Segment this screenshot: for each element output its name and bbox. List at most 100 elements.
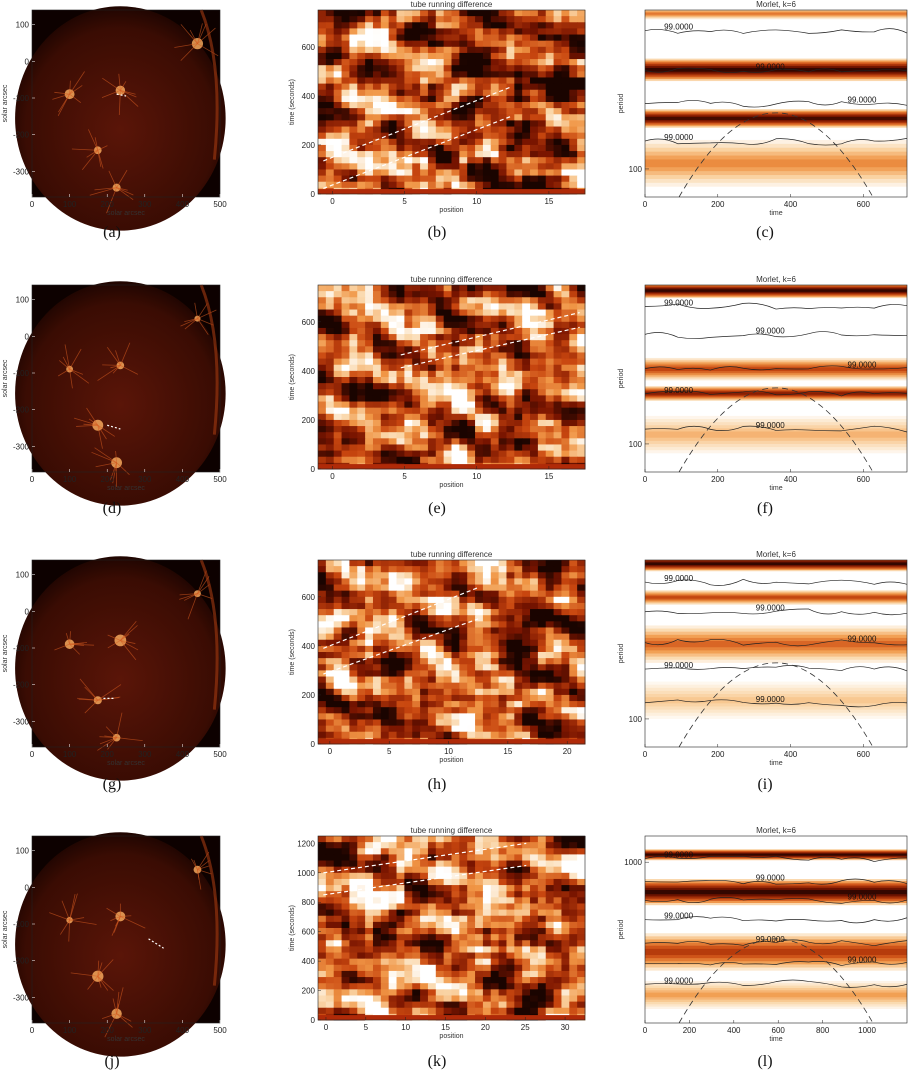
- intensity-cell: [365, 652, 374, 659]
- intensity-cell: [396, 891, 405, 898]
- intensity-cell: [435, 621, 445, 628]
- intensity-cell: [451, 138, 460, 146]
- intensity-cell: [514, 921, 523, 929]
- intensity-cell: [553, 450, 562, 458]
- x-tick-label: 200: [711, 750, 725, 759]
- intensity-cell: [443, 352, 452, 360]
- intensity-cell: [545, 138, 555, 146]
- intensity-cell: [435, 836, 445, 843]
- coronal-loop: [179, 593, 198, 600]
- intensity-cell: [380, 596, 390, 604]
- intensity-cell: [443, 28, 452, 36]
- intensity-cell: [333, 578, 343, 586]
- intensity-cell: [435, 676, 445, 684]
- intensity-cell: [341, 566, 350, 573]
- intensity-cell: [372, 676, 382, 684]
- intensity-cell: [451, 602, 460, 610]
- intensity-cell: [404, 28, 413, 36]
- intensity-cell: [475, 566, 484, 573]
- intensity-cell: [325, 921, 335, 929]
- intensity-cell: [357, 878, 366, 886]
- intensity-cell: [412, 383, 421, 390]
- intensity-cell: [459, 713, 468, 720]
- intensity-cell: [537, 946, 547, 954]
- intensity-cell: [514, 40, 523, 48]
- intensity-cell: [482, 977, 492, 984]
- intensity-cell: [365, 701, 374, 708]
- intensity-cell: [490, 676, 500, 684]
- intensity-cell: [404, 175, 413, 183]
- intensity-cell: [404, 383, 413, 390]
- intensity-cell: [522, 915, 531, 923]
- intensity-cell: [333, 346, 343, 353]
- intensity-cell: [553, 836, 562, 843]
- intensity-cell: [482, 169, 492, 177]
- intensity-cell: [357, 670, 366, 678]
- x-tick-label: 0: [330, 197, 335, 206]
- intensity-cell: [325, 169, 335, 177]
- intensity-cell: [349, 22, 358, 29]
- intensity-cell: [341, 584, 350, 592]
- intensity-cell: [553, 946, 562, 954]
- intensity-cell: [341, 928, 350, 935]
- intensity-cell: [475, 584, 484, 592]
- intensity-cell: [325, 65, 335, 72]
- intensity-cell: [333, 688, 343, 696]
- intensity-cell: [333, 1007, 343, 1015]
- intensity-cell: [482, 983, 492, 990]
- intensity-cell: [459, 909, 468, 917]
- intensity-cell: [404, 688, 413, 696]
- intensity-cell: [318, 120, 327, 128]
- y-tick-label: -200: [13, 406, 30, 415]
- intensity-cell: [482, 291, 492, 298]
- intensity-cell: [357, 144, 366, 152]
- intensity-cell: [388, 16, 398, 23]
- intensity-cell: [475, 848, 484, 855]
- intensity-cell: [396, 609, 405, 616]
- intensity-cell: [459, 921, 468, 929]
- intensity-cell: [443, 315, 452, 323]
- intensity-cell: [545, 682, 555, 690]
- x-tick-label: 0: [328, 747, 333, 756]
- intensity-cell: [553, 645, 562, 653]
- intensity-cell: [506, 897, 515, 904]
- intensity-cell: [522, 108, 531, 115]
- intensity-cell: [506, 989, 515, 996]
- x-axis-label: solar arcsec: [107, 760, 145, 767]
- intensity-cell: [577, 181, 586, 189]
- intensity-cell: [498, 921, 507, 929]
- intensity-cell: [577, 432, 586, 439]
- intensity-cell: [443, 670, 452, 678]
- intensity-cell: [404, 633, 413, 641]
- intensity-cell: [482, 676, 492, 684]
- intensity-cell: [427, 413, 437, 421]
- intensity-cell: [372, 297, 382, 304]
- intensity-cell: [459, 426, 468, 433]
- intensity-cell: [396, 377, 405, 384]
- intensity-cell: [318, 395, 327, 403]
- intensity-cell: [365, 842, 374, 849]
- intensity-cell: [577, 40, 586, 48]
- intensity-cell: [420, 444, 429, 452]
- intensity-cell: [514, 327, 523, 335]
- intensity-cell: [514, 34, 523, 42]
- intensity-cell: [357, 40, 366, 48]
- intensity-cell: [396, 126, 405, 134]
- intensity-cell: [396, 645, 405, 653]
- intensity-cell: [475, 682, 484, 690]
- intensity-cell: [459, 377, 468, 384]
- intensity-cell: [427, 340, 437, 347]
- intensity-cell: [459, 848, 468, 855]
- intensity-cell: [545, 52, 555, 60]
- intensity-cell: [349, 114, 358, 121]
- intensity-cell: [333, 952, 343, 960]
- intensity-cell: [577, 652, 586, 659]
- intensity-cell: [318, 315, 327, 323]
- intensity-cell: [357, 615, 366, 622]
- x-tick-label: 400: [176, 750, 190, 759]
- intensity-cell: [553, 138, 562, 146]
- intensity-cell: [522, 602, 531, 610]
- intensity-cell: [537, 682, 547, 690]
- intensity-cell: [435, 946, 445, 954]
- x-axis-label: time: [769, 210, 782, 217]
